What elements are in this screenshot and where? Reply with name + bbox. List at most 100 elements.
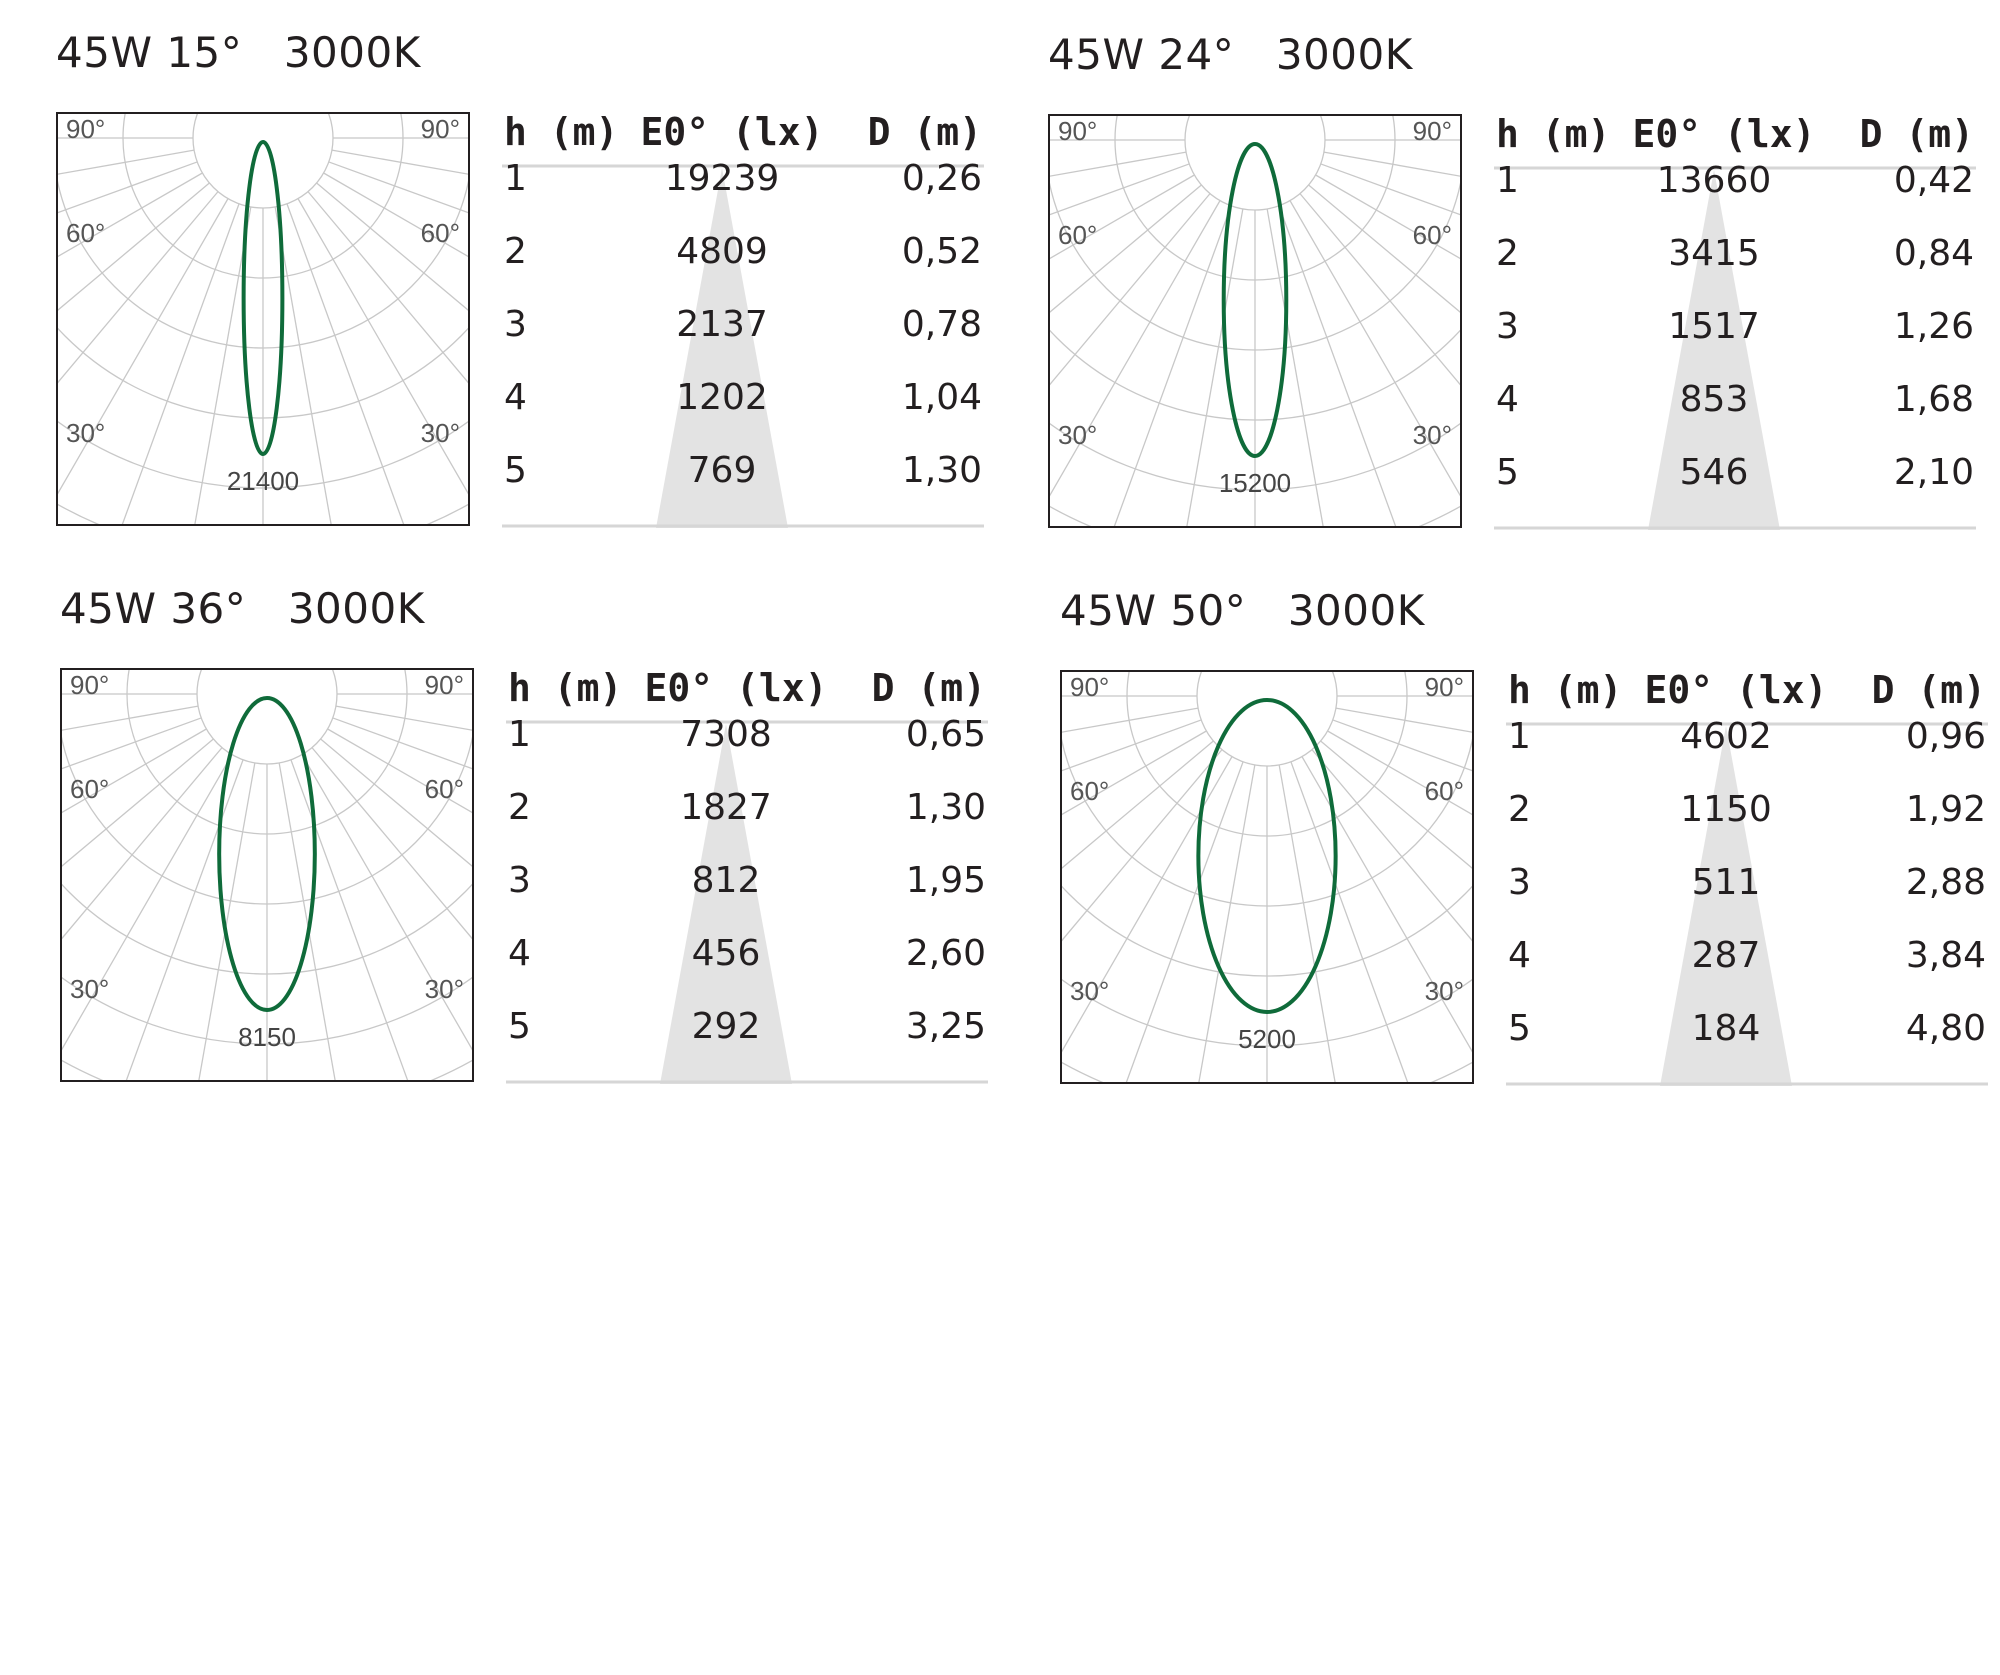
illuminance-cell: 1517 [1668, 306, 1760, 347]
illuminance-cell: 3415 [1668, 233, 1760, 274]
diameter-cell: 1,30 [905, 787, 986, 828]
column-header-e: E0° (lx) [1644, 668, 1828, 712]
height-cell: 5 [508, 1006, 531, 1047]
column-header-h: h (m) [1496, 112, 1611, 156]
height-cell: 4 [1496, 379, 1519, 420]
diameter-cell: 2,10 [1893, 452, 1974, 493]
angle-label-60: 60° [70, 774, 109, 804]
polar-spoke [332, 717, 472, 770]
column-header-e: E0° (lx) [644, 666, 828, 710]
polar-spoke [274, 206, 332, 524]
light-cone-graphic [1506, 722, 1988, 1086]
polar-spoke [278, 762, 336, 1080]
diameter-cell: 1,95 [905, 860, 986, 901]
angle-label-90: 90° [1413, 116, 1452, 146]
polar-spoke [1327, 730, 1472, 816]
angle-label-90: 90° [1425, 672, 1464, 702]
polar-spoke [335, 705, 472, 731]
height-cell: 3 [1508, 862, 1531, 903]
polar-spoke [1290, 761, 1409, 1082]
illuminance-cell: 1150 [1680, 789, 1772, 830]
light-cone-graphic [1494, 166, 1976, 530]
diameter-cell: 3,84 [1905, 935, 1986, 976]
polar-diagram-svg: 90° 90° 60° 60° 30° 30° 21400 [58, 114, 468, 524]
polar-spoke [62, 754, 233, 1051]
photometric-panel: 45W 36° 3000K 90° 90° 60° 60° 30° 30° 8150 h (m)… [60, 584, 1020, 1104]
polar-spoke [1320, 740, 1472, 869]
diameter-cell: 0,65 [905, 714, 986, 755]
illuminance-cell: 1202 [676, 377, 768, 418]
illuminance-cell: 456 [691, 933, 761, 974]
height-cell: 2 [508, 787, 531, 828]
height-cell: 3 [1496, 306, 1519, 347]
angle-label-90: 90° [425, 670, 464, 700]
polar-spoke [1062, 730, 1207, 816]
height-cell: 1 [508, 714, 531, 755]
beam-intensity-curve [217, 696, 317, 1012]
height-cell: 4 [508, 933, 531, 974]
angle-label-30: 30° [1425, 976, 1464, 1006]
polar-diagram: 90° 90° 60° 60° 30° 30° 8150 [60, 668, 474, 1082]
polar-spoke [121, 203, 240, 524]
height-cell: 2 [1508, 789, 1531, 830]
polar-spoke [1050, 174, 1195, 260]
column-header-h: h (m) [508, 666, 623, 710]
angle-label-30: 30° [66, 418, 105, 448]
polar-spoke [58, 198, 229, 495]
polar-spoke [301, 754, 472, 1051]
polar-spoke [1113, 205, 1232, 526]
photometric-panel: 45W 24° 3000K 90° 90° 60° 60° 30° 30° 15200 h (m… [1048, 30, 2000, 550]
illuminance-cell: 287 [1691, 935, 1761, 976]
column-header-e: E0° (lx) [1632, 112, 1816, 156]
polar-diagram: 90° 90° 60° 60° 30° 30° 21400 [56, 112, 470, 526]
diameter-cell: 1,26 [1893, 306, 1974, 347]
diameter-cell: 0,52 [901, 231, 982, 272]
polar-spoke [58, 191, 219, 384]
angle-label-30: 30° [1413, 420, 1452, 450]
polar-spoke [62, 705, 199, 731]
diameter-cell: 1,68 [1893, 379, 1974, 420]
polar-spoke [1278, 205, 1397, 526]
polar-spoke [323, 172, 468, 258]
polar-spoke [62, 747, 223, 940]
height-cell: 1 [1508, 716, 1531, 757]
illuminance-cell: 13660 [1656, 160, 1772, 201]
polar-spoke [1050, 200, 1221, 497]
polar-spoke [1062, 707, 1199, 733]
polar-ring [1184, 116, 1326, 211]
polar-peak-value: 8150 [238, 1022, 296, 1052]
polar-grid [62, 670, 472, 1080]
polar-spoke [1311, 749, 1472, 942]
column-header-d: D (m) [1859, 112, 1974, 156]
height-cell: 5 [504, 450, 527, 491]
angle-label-30: 30° [70, 974, 109, 1004]
angle-label-90: 90° [70, 670, 109, 700]
polar-spoke [1308, 184, 1460, 313]
polar-spoke [316, 182, 468, 311]
polar-spoke [331, 149, 468, 175]
polar-ring [192, 114, 334, 209]
panel-title: 45W 15° 3000K [56, 28, 421, 77]
polar-spoke [1186, 208, 1244, 526]
illuminance-cell: 184 [1691, 1008, 1761, 1049]
panel-title: 45W 24° 3000K [1048, 30, 1413, 79]
angle-label-30: 30° [1070, 976, 1109, 1006]
diameter-cell: 2,60 [905, 933, 986, 974]
height-cell: 2 [504, 231, 527, 272]
polar-spoke [58, 172, 203, 258]
angle-label-90: 90° [421, 114, 460, 144]
polar-spoke [311, 747, 472, 940]
column-header-d: D (m) [871, 666, 986, 710]
polar-spoke [1335, 707, 1472, 733]
height-cell: 3 [504, 304, 527, 345]
illuminance-cell: 769 [687, 450, 757, 491]
diameter-cell: 0,78 [901, 304, 982, 345]
polar-spoke [1062, 749, 1223, 942]
polar-diagram-svg: 90° 90° 60° 60° 30° 30° 5200 [1062, 672, 1472, 1082]
polar-spoke [1198, 764, 1256, 1082]
column-header-d: D (m) [867, 110, 982, 154]
polar-spoke [1050, 193, 1211, 386]
polar-peak-value: 5200 [1238, 1024, 1296, 1054]
polar-spoke [1062, 756, 1233, 1053]
polar-diagram: 90° 90° 60° 60° 30° 30° 5200 [1060, 670, 1474, 1084]
